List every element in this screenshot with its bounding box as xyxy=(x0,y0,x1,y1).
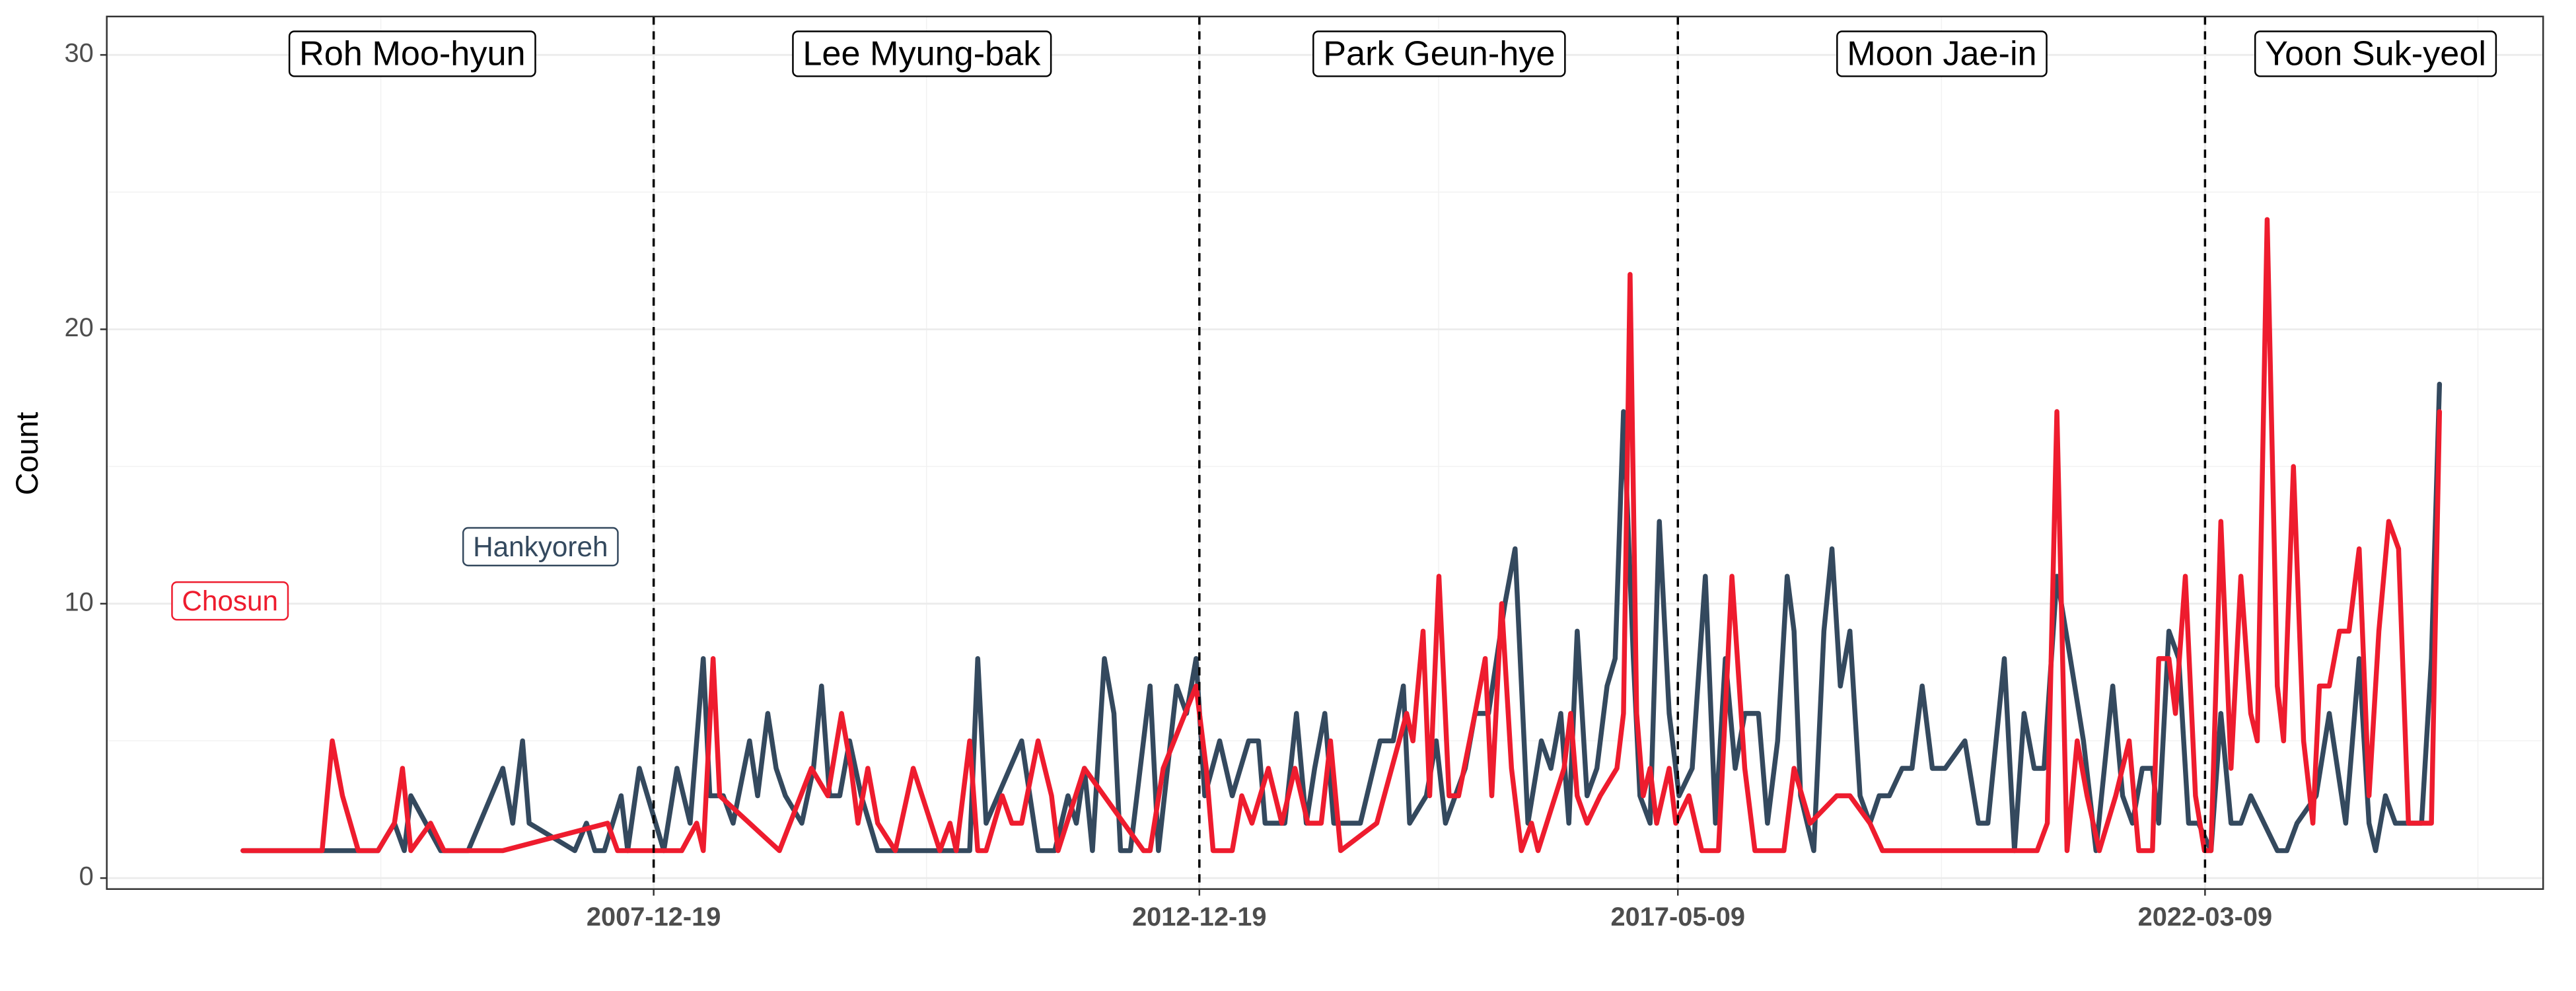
period-label-box xyxy=(2254,30,2497,77)
period-label-box xyxy=(1312,30,1566,77)
period-label-text: Park Geun-hye xyxy=(1323,34,1555,73)
y-axis-title: Count xyxy=(10,412,45,495)
period-label-text: Roh Moo-hyun xyxy=(299,34,526,73)
plot-border xyxy=(106,15,2544,890)
period-label: Lee Myung-bak xyxy=(792,30,1052,77)
period-label-box xyxy=(792,30,1052,77)
series-line xyxy=(240,217,2443,854)
period-label: Park Geun-hye xyxy=(1312,30,1566,77)
x-tick-label: 2017-05-09 xyxy=(1610,902,1745,932)
y-tick-label: 20 xyxy=(65,313,94,342)
x-tick-label: 2007-12-19 xyxy=(587,902,721,932)
y-tick-label: 30 xyxy=(65,39,94,68)
period-label-text: Moon Jae-in xyxy=(1847,34,2036,73)
x-tick-label: 2012-12-19 xyxy=(1132,902,1267,932)
period-label: Moon Jae-in xyxy=(1836,30,2048,77)
period-label-box xyxy=(1836,30,2048,77)
legend-label-box xyxy=(462,527,619,567)
y-tick-label: 10 xyxy=(65,587,94,616)
legend-label-text: Hankyoreh xyxy=(473,531,608,562)
period-label: Roh Moo-hyun xyxy=(288,30,536,77)
period-label-box xyxy=(288,30,536,77)
legend-label: Hankyoreh xyxy=(462,527,619,567)
grid xyxy=(106,16,2544,889)
legend-label-text: Chosun xyxy=(182,585,278,616)
x-tick-label: 2022-03-09 xyxy=(2138,902,2272,932)
legend-label: Chosun xyxy=(171,581,289,621)
period-label: Yoon Suk-yeol xyxy=(2254,30,2497,77)
period-label-text: Yoon Suk-yeol xyxy=(2265,34,2486,73)
period-label-text: Lee Myung-bak xyxy=(803,34,1041,73)
legend-label-box xyxy=(171,581,289,621)
y-tick-label: 0 xyxy=(79,862,94,891)
series-line xyxy=(240,381,2443,854)
